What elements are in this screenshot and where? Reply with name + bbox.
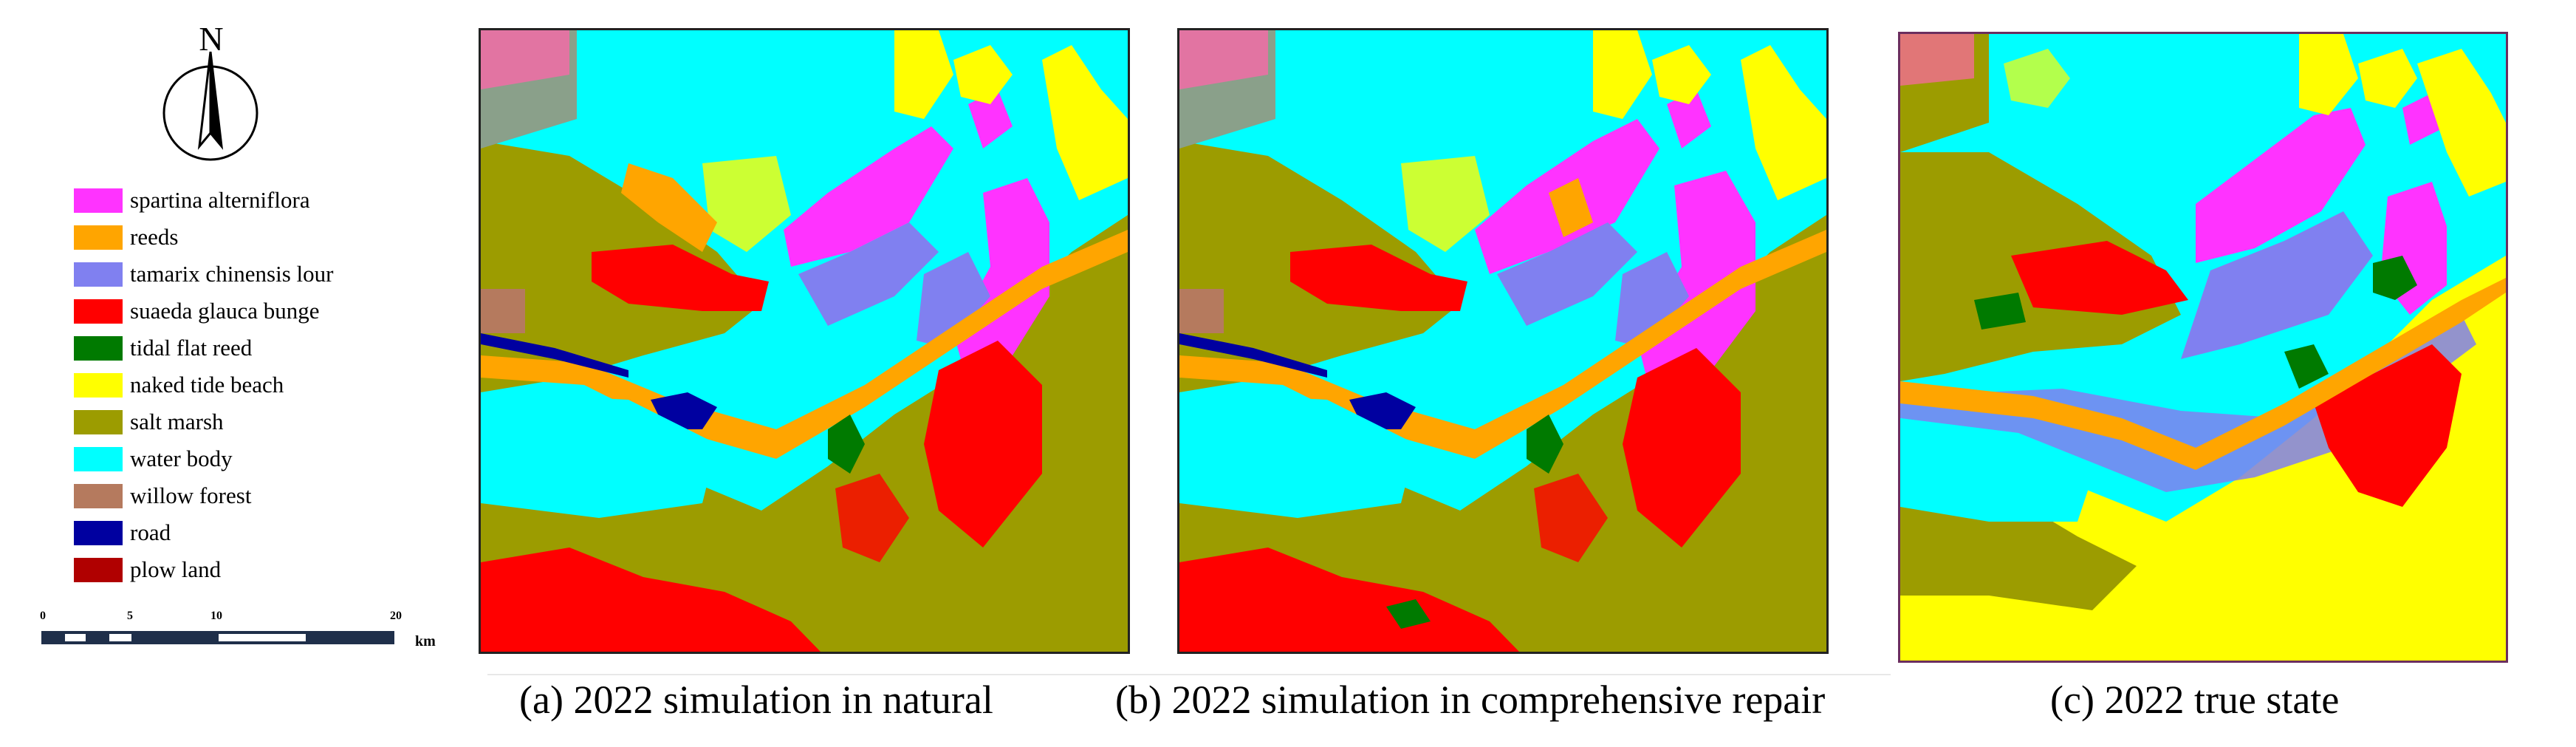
caption-text: simulation in comprehensive repair [1261,678,1826,722]
caption-text: true state [2193,678,2340,722]
caption-rule [487,674,1891,675]
caption-year: 2022 [573,678,654,722]
legend-item: salt marsh [74,403,334,440]
map-panel-a [479,28,1130,654]
legend-swatch [74,409,123,434]
legend-swatch [74,483,123,508]
legend-item: suaeda glauca bunge [74,293,334,330]
scale-tick-label: 10 [210,610,222,622]
scale-tick-label: 0 [40,610,46,622]
legend-item: water body [74,440,334,477]
caption-letter: (b) [1115,678,1162,722]
legend-label: tidal flat reed [130,335,253,361]
caption-year: 2022 [2104,678,2185,722]
legend-item: reeds [74,219,334,256]
legend-swatch [74,262,123,287]
legend-item: naked tide beach [74,366,334,403]
legend-swatch [74,557,123,582]
legend-label: tamarix chinensis lour [130,261,334,287]
legend-swatch [74,446,123,471]
legend-item: tamarix chinensis lour [74,256,334,293]
legend-label: willow forest [130,482,252,508]
legend-swatch [74,335,123,361]
legend-label: water body [130,446,233,471]
legend-swatch [74,188,123,213]
scale-bar: 0 5 10 20 km [40,610,436,649]
legend-swatch [74,225,123,250]
scale-tick-label: 5 [127,610,133,622]
legend-label: naked tide beach [130,372,284,398]
scale-unit: km [415,633,436,649]
north-label: N [199,20,224,58]
legend-item: road [74,514,334,551]
legend-item: willow forest [74,477,334,514]
legend-swatch [74,372,123,398]
legend-label: suaeda glauca bunge [130,298,320,324]
legend-item: plow land [74,551,334,588]
legend: spartina alterniflora reeds tamarix chin… [74,182,334,588]
caption-c: (c) 2022 true state [2050,678,2339,722]
legend-swatch [74,299,123,324]
legend-label: salt marsh [130,409,224,434]
legend-label: spartina alterniflora [130,187,310,213]
legend-item: spartina alterniflora [74,182,334,219]
legend-label: reeds [130,224,179,250]
caption-letter: (a) [519,678,564,722]
caption-a: (a) 2022 simulation in natural [519,678,993,722]
caption-year: 2022 [1171,678,1252,722]
legend-item: tidal flat reed [74,330,334,366]
legend-swatch [74,520,123,545]
caption-b: (b) 2022 simulation in comprehensive rep… [1115,678,1825,722]
caption-text: simulation in natural [662,678,993,722]
legend-label: road [130,519,171,545]
scale-tick-label: 20 [390,610,402,622]
legend-label: plow land [130,556,222,582]
map-panel-c [1898,32,2508,663]
map-panel-b [1177,28,1829,654]
north-arrow-icon [162,51,258,161]
caption-letter: (c) [2050,678,2094,722]
